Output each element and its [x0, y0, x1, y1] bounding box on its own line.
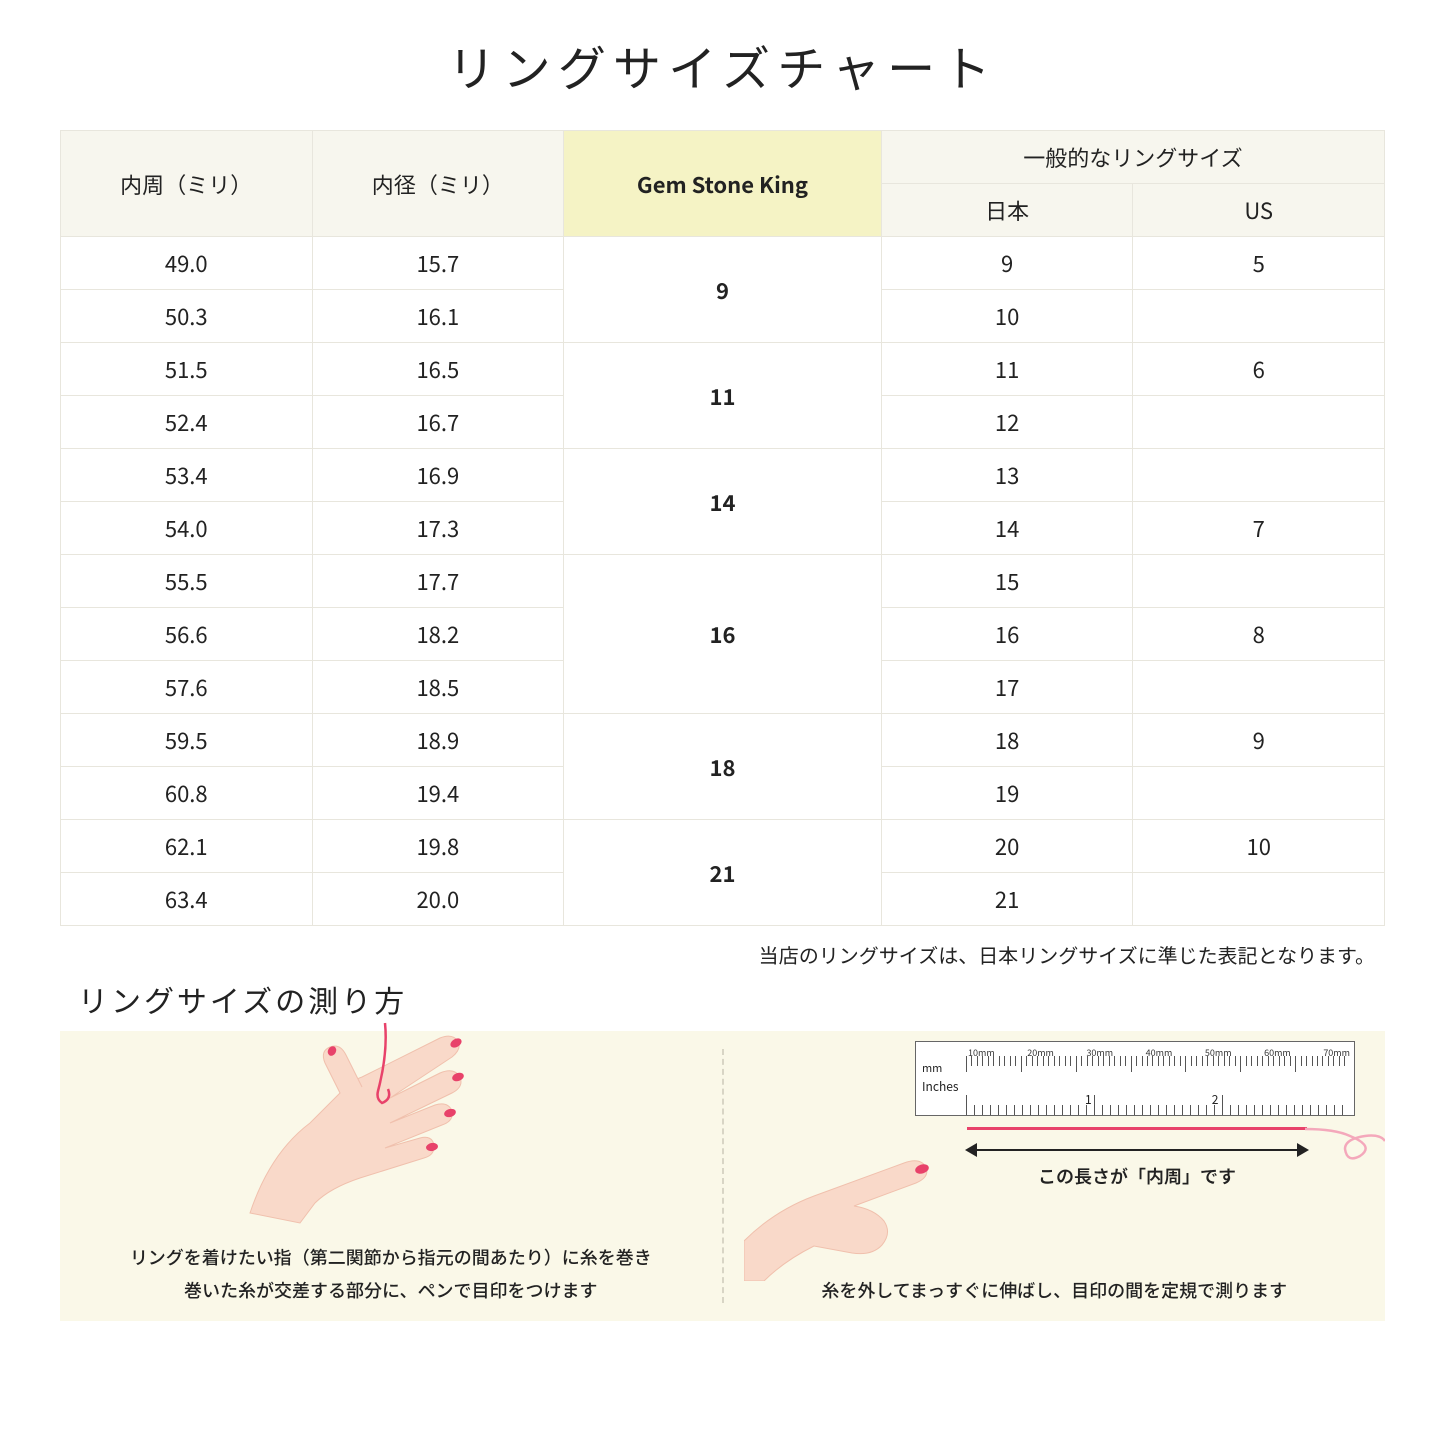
cell-diameter: 20.0	[312, 873, 564, 926]
cell-diameter: 15.7	[312, 237, 564, 290]
cell-japan: 10	[881, 290, 1133, 343]
cell-diameter: 16.5	[312, 343, 564, 396]
th-us: US	[1133, 184, 1385, 237]
page-title: リングサイズチャート	[60, 30, 1385, 100]
panel-step-2: 10mm20mm30mm40mm50mm60mm70mm mm Inches 1…	[724, 1031, 1386, 1321]
cell-circumference: 54.0	[61, 502, 313, 555]
cell-diameter: 16.9	[312, 449, 564, 502]
cell-gsk: 16	[564, 555, 882, 714]
cell-diameter: 17.7	[312, 555, 564, 608]
cell-japan: 13	[881, 449, 1133, 502]
panel-step-1: リングを着けたい指（第二関節から指元の間あたり）に糸を巻き 巻いた糸が交差する部…	[60, 1031, 722, 1321]
cell-gsk: 9	[564, 237, 882, 343]
th-diameter: 内径（ミリ）	[312, 131, 564, 237]
cell-japan: 12	[881, 396, 1133, 449]
measure-panel: リングを着けたい指（第二関節から指元の間あたり）に糸を巻き 巻いた糸が交差する部…	[60, 1031, 1385, 1321]
cell-us: 10	[1133, 820, 1385, 873]
cell-us	[1133, 661, 1385, 714]
cell-us	[1133, 396, 1385, 449]
th-circumference: 内周（ミリ）	[61, 131, 313, 237]
th-japan: 日本	[881, 184, 1133, 237]
cell-diameter: 16.7	[312, 396, 564, 449]
table-row: 62.119.8212010	[61, 820, 1385, 873]
cell-us: 5	[1133, 237, 1385, 290]
table-row: 55.517.71615	[61, 555, 1385, 608]
step1-caption: リングを着けたい指（第二関節から指元の間あたり）に糸を巻き 巻いた糸が交差する部…	[90, 1241, 692, 1306]
size-chart-table: 内周（ミリ） 内径（ミリ） Gem Stone King 一般的なリングサイズ …	[60, 130, 1385, 926]
cell-us	[1133, 873, 1385, 926]
cell-diameter: 18.2	[312, 608, 564, 661]
cell-us	[1133, 449, 1385, 502]
string-curl	[1305, 1111, 1385, 1161]
cell-us	[1133, 767, 1385, 820]
cell-circumference: 49.0	[61, 237, 313, 290]
cell-gsk: 14	[564, 449, 882, 555]
table-row: 53.416.91413	[61, 449, 1385, 502]
cell-circumference: 55.5	[61, 555, 313, 608]
inch-label: 1	[1085, 1091, 1092, 1108]
cell-diameter: 18.5	[312, 661, 564, 714]
cell-gsk: 18	[564, 714, 882, 820]
cell-japan: 9	[881, 237, 1133, 290]
cell-us: 8	[1133, 608, 1385, 661]
cell-circumference: 57.6	[61, 661, 313, 714]
th-gsk: Gem Stone King	[564, 131, 882, 237]
cell-japan: 15	[881, 555, 1133, 608]
cell-circumference: 51.5	[61, 343, 313, 396]
cell-diameter: 19.8	[312, 820, 564, 873]
table-row: 59.518.918189	[61, 714, 1385, 767]
table-row: 51.516.511116	[61, 343, 1385, 396]
cell-japan: 20	[881, 820, 1133, 873]
ruler-diagram: 10mm20mm30mm40mm50mm60mm70mm mm Inches 1…	[915, 1041, 1355, 1116]
cell-japan: 11	[881, 343, 1133, 396]
cell-japan: 14	[881, 502, 1133, 555]
cell-us	[1133, 290, 1385, 343]
th-general: 一般的なリングサイズ	[881, 131, 1384, 184]
note-text: 当店のリングサイズは、日本リングサイズに準じた表記となります。	[60, 940, 1375, 969]
cell-diameter: 18.9	[312, 714, 564, 767]
cell-us	[1133, 555, 1385, 608]
cell-japan: 18	[881, 714, 1133, 767]
cell-circumference: 60.8	[61, 767, 313, 820]
cell-us: 7	[1133, 502, 1385, 555]
cell-japan: 21	[881, 873, 1133, 926]
cell-circumference: 63.4	[61, 873, 313, 926]
mm-unit-label: mm	[922, 1060, 942, 1076]
cell-diameter: 19.4	[312, 767, 564, 820]
cell-gsk: 11	[564, 343, 882, 449]
cell-gsk: 21	[564, 820, 882, 926]
length-arrow	[967, 1139, 1307, 1161]
cell-japan: 17	[881, 661, 1133, 714]
cell-circumference: 59.5	[61, 714, 313, 767]
cell-japan: 19	[881, 767, 1133, 820]
cell-circumference: 50.3	[61, 290, 313, 343]
cell-us: 9	[1133, 714, 1385, 767]
cell-us: 6	[1133, 343, 1385, 396]
inch-unit-label: Inches	[922, 1078, 959, 1095]
arrow-caption: この長さが「内周」です	[967, 1163, 1307, 1189]
red-string	[967, 1127, 1307, 1130]
cell-circumference: 52.4	[61, 396, 313, 449]
cell-japan: 16	[881, 608, 1133, 661]
ruler: 10mm20mm30mm40mm50mm60mm70mm mm Inches 1…	[915, 1041, 1355, 1116]
cell-diameter: 17.3	[312, 502, 564, 555]
hand-point-illustration	[744, 1111, 944, 1281]
cell-circumference: 53.4	[61, 449, 313, 502]
table-row: 49.015.7995	[61, 237, 1385, 290]
cell-circumference: 62.1	[61, 820, 313, 873]
cell-circumference: 56.6	[61, 608, 313, 661]
hand-wrap-illustration	[240, 1013, 500, 1233]
inch-label: 2	[1212, 1091, 1219, 1108]
cell-diameter: 16.1	[312, 290, 564, 343]
